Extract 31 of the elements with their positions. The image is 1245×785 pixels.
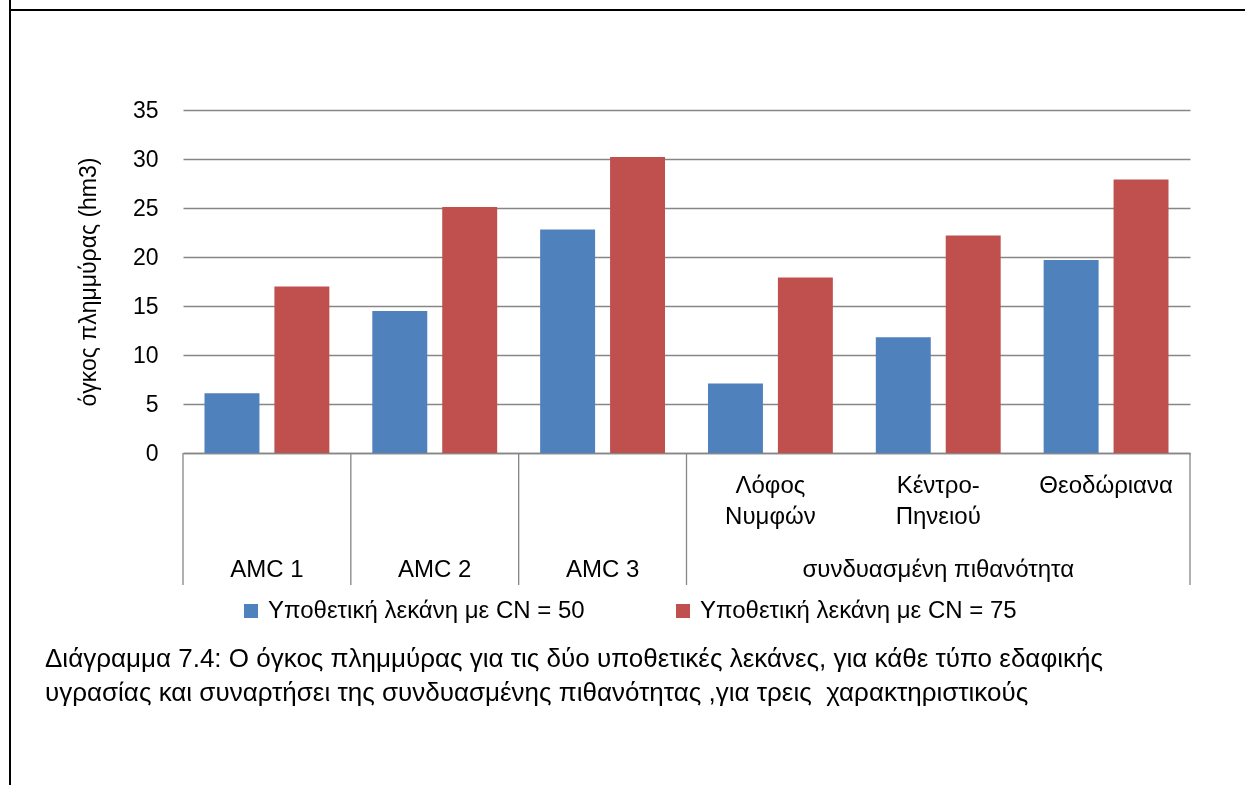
bar <box>875 337 931 453</box>
y-axis-title: όγκος πλημμύρας (hm3) <box>74 157 101 407</box>
bar <box>777 277 833 453</box>
x-tick-label: AMC 1 <box>230 555 304 582</box>
legend-label: Υποθετική λεκάνη με CN = 50 <box>268 596 585 623</box>
y-tick-label: 10 <box>132 341 159 368</box>
x-tick-label: Θεοδώριανα <box>1039 471 1173 498</box>
x-tick-label: AMC 2 <box>398 555 472 582</box>
y-tick-label: 25 <box>132 194 159 221</box>
y-tick-label: 30 <box>132 145 159 172</box>
bar <box>540 229 596 453</box>
text: Διάγραμμα 7.4: Ο όγκος πλημμύρας για τις δύο υποθετικές λεκάνες, για κάθε τύπο εδαφικής υγρασίας και συναρτήσει της συνδυασμένης πιθανότητας ,για τρεις χαρακτηριστικούς <box>45 642 1104 709</box>
x-tick-label: Κέντρο-Πηνειού <box>895 471 981 529</box>
x-tick-label: Λόφος Νυμφών <box>725 471 816 529</box>
bar <box>610 157 666 453</box>
bar <box>707 383 763 453</box>
bar <box>1043 259 1099 453</box>
bar <box>274 286 330 453</box>
y-tick-label: 35 <box>132 96 159 123</box>
x-tick-label: AMC 3 <box>565 555 640 582</box>
y-tick-label: 15 <box>132 292 159 319</box>
y-tick-label: 0 <box>145 439 159 466</box>
y-tick-label: 20 <box>132 243 159 270</box>
bar <box>372 310 428 453</box>
bar <box>204 393 260 453</box>
text: συνδυασμένη πιθανότητα <box>802 555 1075 582</box>
bar <box>1113 179 1169 453</box>
y-tick-label: 5 <box>145 390 159 417</box>
bar <box>442 207 498 453</box>
legend-label: Υποθετική λεκάνη με CN = 75 <box>700 596 1017 623</box>
bar <box>945 235 1001 453</box>
